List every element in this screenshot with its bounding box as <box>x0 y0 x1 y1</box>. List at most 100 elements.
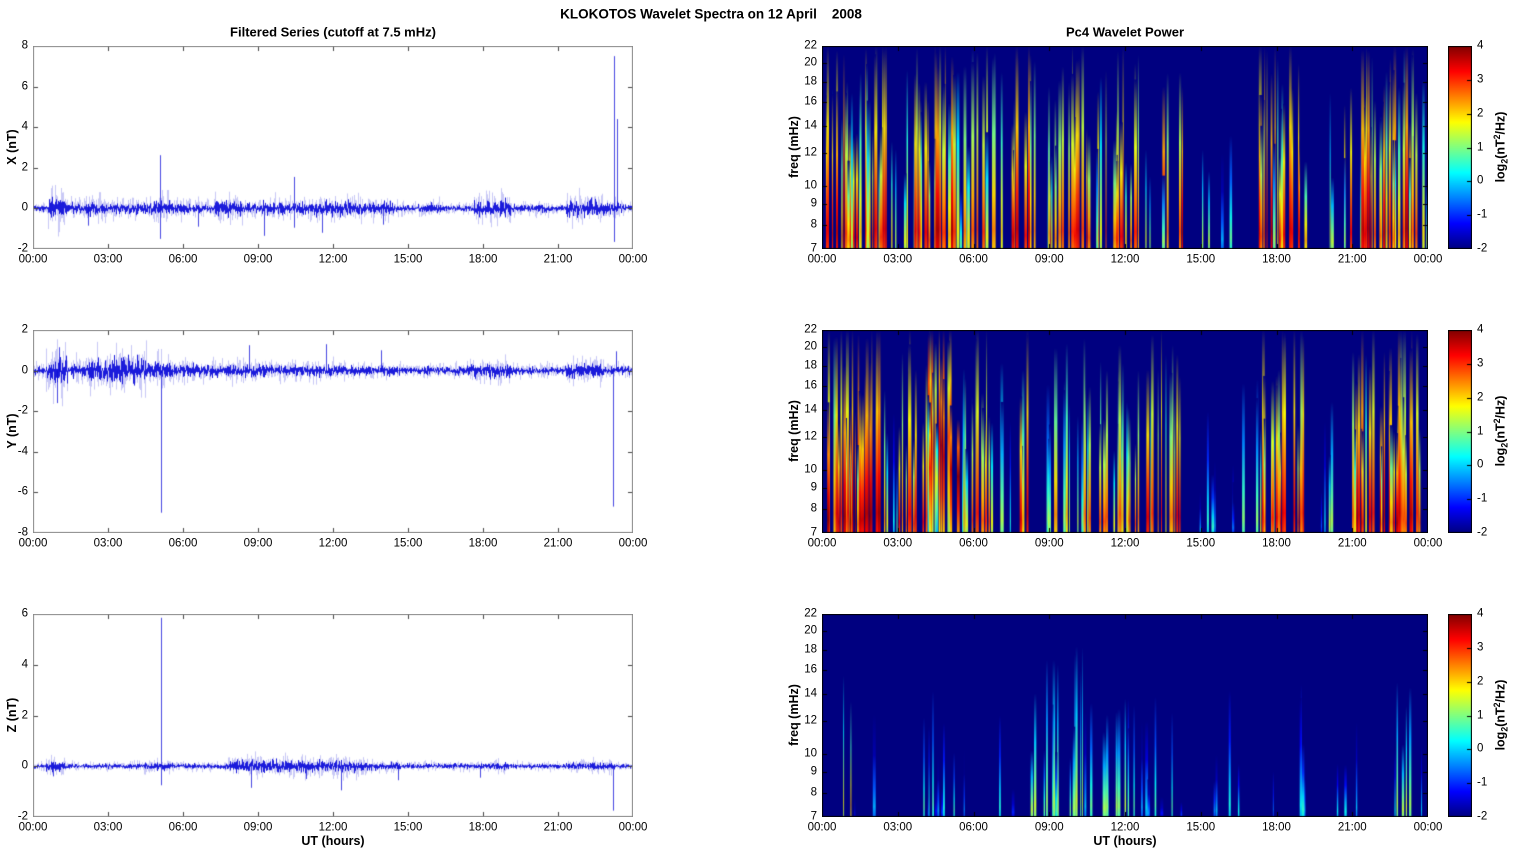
left-column-title: Filtered Series (cutoff at 7.5 mHz) <box>230 24 436 40</box>
y-tick-label: 8 <box>21 39 28 52</box>
freq-tick-label: 7 <box>810 526 817 539</box>
colorbar-tick-label: 3 <box>1477 357 1484 370</box>
x-tick-label: 21:00 <box>543 537 573 550</box>
y-axis-label-y-nt: Y (nT) <box>4 413 19 449</box>
y-tick-label: 0 <box>21 759 28 772</box>
x-tick-label: 09:00 <box>1034 537 1064 550</box>
freq-tick-label: 10 <box>804 747 817 760</box>
colorbar-canvas-1 <box>1448 46 1472 249</box>
x-tick-label: 18:00 <box>1262 253 1291 266</box>
y-axis-label-freq-2: freq (mHz) <box>786 400 801 462</box>
x-tick-label: 12:00 <box>1110 537 1140 550</box>
x-tick-label: 06:00 <box>959 537 988 550</box>
colorbar-tick-label: 0 <box>1477 174 1484 187</box>
x-tick-label: 18:00 <box>468 821 498 834</box>
x-tick-label: 09:00 <box>243 821 273 834</box>
colorbar-label-prefix: log <box>1493 163 1508 183</box>
x-tick-label: 00:00 <box>1413 821 1443 834</box>
x-tick-label: 18:00 <box>1262 821 1291 834</box>
x-tick-label: 15:00 <box>1186 821 1216 834</box>
x-tick-label: 03:00 <box>883 821 913 834</box>
colorbar-label-prefix: log <box>1493 447 1508 467</box>
colorbar-tick-label: 4 <box>1477 323 1484 336</box>
freq-tick-label: 20 <box>804 624 817 637</box>
x-tick-label: 15:00 <box>393 253 423 266</box>
freq-tick-label: 10 <box>804 179 817 192</box>
y-axis-label-freq-3: freq (mHz) <box>786 684 801 746</box>
colorbar-tick-label: 3 <box>1477 73 1484 86</box>
y-series-plot-canvas <box>33 330 633 533</box>
colorbar-tick-label: 4 <box>1477 607 1484 620</box>
x-tick-label: 21:00 <box>543 821 573 834</box>
colorbar-axis-label-1: log2(nT2/Hz) <box>1492 112 1509 183</box>
y-tick-label: 4 <box>21 658 28 670</box>
x-wavelet-spectrogram-canvas <box>822 46 1428 249</box>
freq-tick-label: 7 <box>810 242 817 255</box>
colorbar-tick-label: -2 <box>1477 810 1488 823</box>
freq-tick-label: 14 <box>804 687 817 700</box>
freq-tick-label: 18 <box>804 358 817 371</box>
x-tick-label: 15:00 <box>393 537 423 550</box>
y-tick-label: -6 <box>17 485 28 498</box>
x-tick-label: 00:00 <box>18 253 48 266</box>
freq-tick-label: 16 <box>804 95 817 108</box>
x-tick-label: 03:00 <box>93 253 123 266</box>
x-tick-label: 18:00 <box>1262 537 1291 550</box>
y-tick-label: 2 <box>21 161 28 174</box>
colorbar-tick-label: -1 <box>1477 776 1488 789</box>
x-tick-label: 00:00 <box>618 821 648 834</box>
x-tick-label: 06:00 <box>168 821 198 834</box>
x-tick-label: 18:00 <box>468 537 498 550</box>
colorbar-tick-label: 3 <box>1477 641 1484 654</box>
colorbar-tick-label: 2 <box>1477 106 1484 119</box>
x-tick-label: 06:00 <box>959 821 988 834</box>
x-tick-label: 00:00 <box>618 537 648 550</box>
y-tick-label: -2 <box>17 810 28 823</box>
colorbar-tick-label: 2 <box>1477 674 1484 687</box>
freq-tick-label: 12 <box>804 714 817 727</box>
freq-tick-label: 9 <box>810 197 817 210</box>
colorbar-axis-label-3: log2(nT2/Hz) <box>1492 680 1509 751</box>
colorbar-label-close: /Hz) <box>1493 395 1508 419</box>
colorbar-axis-label-2: log2(nT2/Hz) <box>1492 395 1510 467</box>
y-tick-label: 0 <box>21 363 28 376</box>
y-tick-label: -2 <box>17 242 28 255</box>
x-tick-label: 00:00 <box>1413 253 1443 266</box>
x-tick-label: 00:00 <box>18 821 48 834</box>
x-tick-label: 12:00 <box>1110 253 1140 266</box>
freq-tick-label: 16 <box>804 379 817 392</box>
x-tick-label: 03:00 <box>93 537 123 550</box>
freq-tick-label: 9 <box>810 765 817 778</box>
y-tick-label: -4 <box>17 445 28 458</box>
y-tick-label: 2 <box>21 323 28 336</box>
x-tick-label: 03:00 <box>883 537 913 550</box>
x-tick-label: 06:00 <box>168 537 198 550</box>
freq-tick-label: 8 <box>810 218 817 231</box>
freq-tick-label: 20 <box>804 340 817 353</box>
colorbar-tick-label: 1 <box>1477 424 1484 437</box>
y-tick-label: 0 <box>21 201 28 214</box>
x-series-plot-canvas <box>33 46 633 249</box>
x-tick-label: 12:00 <box>318 253 348 266</box>
right-column-title: Pc4 Wavelet Power <box>1065 24 1185 40</box>
colorbar-label-sub: 2 <box>1499 442 1510 448</box>
freq-tick-label: 14 <box>804 119 817 132</box>
colorbar-label-open: (nT <box>1493 707 1508 727</box>
freq-tick-label: 20 <box>804 56 817 69</box>
y-axis-label-freq-1: freq (mHz) <box>786 116 801 178</box>
colorbar-tick-label: -2 <box>1477 526 1488 539</box>
x-tick-label: 00:00 <box>618 253 648 266</box>
x-tick-label: 12:00 <box>318 537 348 550</box>
x-tick-label: 00:00 <box>807 253 837 266</box>
x-tick-label: 15:00 <box>1186 537 1216 550</box>
colorbar-canvas-3 <box>1448 614 1472 817</box>
y-tick-label: -8 <box>17 526 28 539</box>
colorbar-label-open: (nT <box>1493 139 1508 159</box>
y-tick-label: 6 <box>21 607 28 620</box>
y-wavelet-spectrogram-canvas <box>822 330 1428 533</box>
x-tick-label: 00:00 <box>807 821 837 834</box>
x-tick-label: 18:00 <box>468 253 498 266</box>
x-tick-label: 00:00 <box>18 537 48 550</box>
colorbar-tick-label: 0 <box>1477 458 1484 471</box>
